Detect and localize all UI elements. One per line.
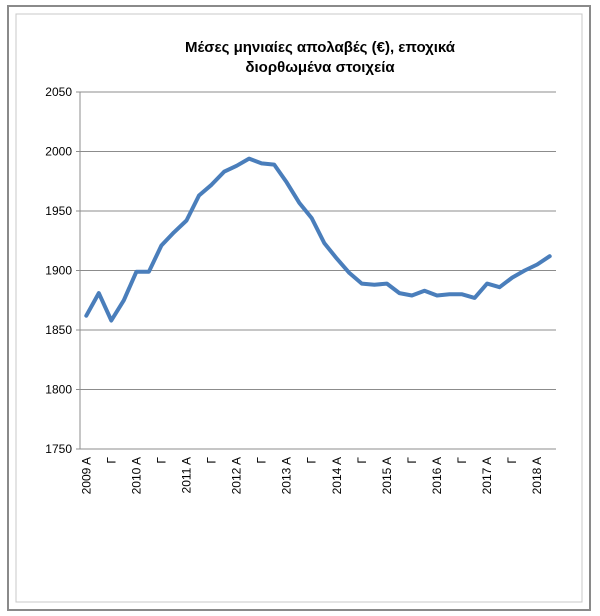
- y-tick-label: 2050: [45, 85, 72, 99]
- y-tick-label: 1850: [45, 323, 72, 337]
- x-tick-label: Γ: [405, 457, 419, 464]
- y-tick-label: 1800: [45, 383, 72, 397]
- x-tick-label: Γ: [355, 457, 369, 464]
- x-tick-label: 2015 A: [380, 457, 394, 494]
- plot-frame: [15, 13, 583, 603]
- x-tick-label: 2017 A: [480, 457, 494, 494]
- x-tick-label: 2014 A: [330, 457, 344, 494]
- x-tick-label: 2012 A: [230, 457, 244, 494]
- x-tick-label: 2009 A: [79, 457, 93, 494]
- x-tick-label: Γ: [255, 457, 269, 464]
- chart-title: διορθωμένα στοιχεία: [245, 59, 395, 76]
- chart-title: Μέσες μηνιαίες απολαβές (€), εποχικά: [185, 39, 456, 56]
- x-tick-label: Γ: [505, 457, 519, 464]
- x-tick-label: Γ: [305, 457, 319, 464]
- x-tick-label: Γ: [154, 457, 168, 464]
- x-tick-label: 2018 A: [530, 457, 544, 494]
- x-tick-label: 2011 A: [179, 457, 193, 493]
- y-tick-label: 1900: [45, 264, 72, 278]
- y-tick-label: 2000: [45, 145, 72, 159]
- x-tick-label: Γ: [455, 457, 469, 464]
- data-line: [84, 156, 552, 323]
- x-tick-label: 2013 A: [280, 457, 294, 494]
- x-tick-label: Γ: [104, 457, 118, 464]
- x-tick-label: Γ: [205, 457, 219, 464]
- y-tick-label: 1750: [45, 442, 72, 456]
- y-tick-label: 1950: [45, 204, 72, 218]
- x-tick-label: 2016 A: [430, 457, 444, 494]
- x-tick-label: 2010 A: [129, 457, 143, 494]
